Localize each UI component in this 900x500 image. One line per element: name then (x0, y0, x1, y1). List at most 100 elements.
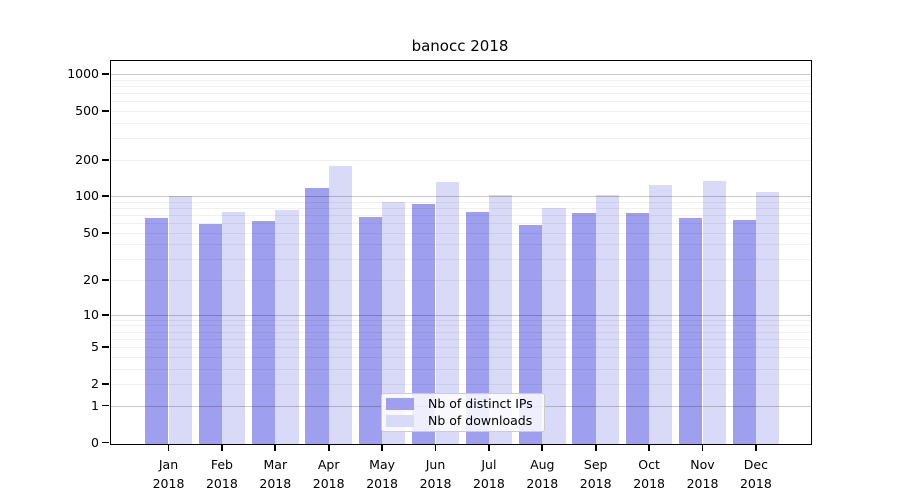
y-gridline-9 (111, 319, 811, 321)
y-tick-1 (102, 404, 109, 407)
bar-dec-downloads (755, 191, 780, 444)
y-gridline-8 (111, 325, 811, 327)
bar-aug-distinct-ips (518, 225, 543, 444)
y-tick-label-5: 5 (91, 338, 99, 354)
x-tick-jan (167, 444, 170, 451)
y-gridline-3 (111, 368, 811, 370)
y-tick-label-0: 0 (91, 434, 99, 450)
bar-mar-distinct-ips (251, 220, 276, 444)
legend-item-downloads: Nb of downloads (386, 414, 540, 428)
y-tick-0 (102, 441, 109, 444)
x-tick-label-aug: Aug 2018 (526, 457, 559, 491)
x-tick-label-oct: Oct 2018 (633, 457, 665, 491)
y-gridline-200 (111, 159, 811, 161)
y-gridline-50 (111, 232, 811, 234)
x-tick-sep (594, 444, 597, 451)
y-gridline-4 (111, 356, 811, 358)
y-tick-20 (102, 279, 109, 282)
bar-sep-distinct-ips (572, 212, 596, 444)
y-gridline-700 (111, 93, 811, 95)
x-tick-label-may: May 2018 (366, 457, 398, 491)
bar-may-downloads (382, 201, 406, 444)
bar-jul-downloads (488, 194, 513, 444)
y-gridline-900 (111, 79, 811, 81)
plot-area: 0 1 2 5 10 20 50 100 200 500 1000 Jan 2018 Feb 2018 M… (67, 60, 812, 491)
y-tick-200 (102, 158, 109, 161)
y-gridline-20 (111, 280, 811, 282)
y-gridline-7 (111, 331, 811, 333)
y-tick-label-10: 10 (83, 306, 99, 322)
y-gridline-70 (111, 215, 811, 217)
y-gridline-10 (111, 314, 811, 316)
bar-mar-downloads (275, 210, 299, 444)
bar-apr-downloads (328, 166, 353, 444)
y-gridline-40 (111, 244, 811, 246)
bar-nov-distinct-ips (679, 218, 703, 444)
y-tick-label-500: 500 (75, 102, 99, 118)
x-tick-label-jul: Jul 2018 (472, 457, 505, 491)
legend-label-downloads: Nb of downloads (428, 413, 533, 428)
y-tick-label-200: 200 (75, 151, 99, 167)
y-gridline-500 (111, 110, 811, 112)
x-tick-oct (648, 444, 650, 451)
bar-may-distinct-ips (358, 217, 383, 444)
y-tick-label-2: 2 (91, 375, 99, 391)
x-tick-label-jan: Jan 2018 (152, 457, 185, 491)
y-gridline-6 (111, 338, 811, 340)
y-gridline-600 (111, 101, 811, 103)
legend-item-distinct-ips: Nb of distinct IPs (386, 397, 540, 411)
y-gridline-80 (111, 208, 811, 210)
axis-layer: 0 1 2 5 10 20 50 100 200 500 1000 Jan 2018 Feb 2018 M… (67, 61, 811, 491)
x-tick-label-nov: Nov 2018 (686, 457, 719, 491)
bar-feb-distinct-ips (198, 224, 222, 444)
bar-oct-distinct-ips (625, 212, 650, 444)
bar-dec-distinct-ips (732, 219, 756, 444)
y-gridline-5 (111, 346, 811, 348)
x-tick-label-mar: Mar 2018 (259, 457, 292, 491)
x-tick-label-dec: Dec 2018 (739, 457, 772, 491)
legend-swatch-distinct-ips (386, 398, 414, 410)
y-tick-label-20: 20 (83, 272, 99, 288)
y-gridline-100 (111, 196, 811, 198)
y-gridline-300 (111, 138, 811, 140)
x-tick-may (381, 444, 383, 451)
bar-jan-distinct-ips (145, 218, 169, 444)
bar-apr-distinct-ips (305, 188, 329, 444)
y-gridline-400 (111, 122, 811, 124)
y-tick-50 (102, 231, 109, 234)
y-gridline-800 (111, 85, 811, 87)
bars-layer (111, 61, 811, 444)
x-tick-label-feb: Feb 2018 (205, 457, 238, 491)
y-tick-1000 (102, 73, 109, 75)
x-tick-label-jun: Jun 2018 (419, 457, 452, 491)
bar-aug-downloads (542, 208, 566, 444)
x-tick-label-apr: Apr 2018 (312, 457, 345, 491)
y-gridline-60 (111, 223, 811, 225)
x-tick-apr (327, 444, 330, 451)
y-gridline-1000 (111, 74, 811, 76)
x-tick-feb (221, 444, 223, 451)
y-tick-label-100: 100 (75, 188, 99, 204)
y-tick-label-1000: 1000 (67, 66, 99, 82)
grid-layer (111, 61, 811, 444)
y-tick-2 (102, 383, 109, 385)
bar-jun-distinct-ips (412, 203, 436, 444)
y-gridline-90 (111, 201, 811, 203)
x-tick-label-sep: Sep 2018 (579, 457, 612, 491)
y-tick-10 (102, 313, 109, 316)
bar-nov-downloads (702, 180, 726, 444)
y-tick-500 (102, 110, 109, 112)
legend-label-distinct-ips: Nb of distinct IPs (428, 396, 533, 411)
x-tick-aug (541, 444, 544, 451)
bar-jun-downloads (435, 182, 459, 444)
bar-feb-downloads (221, 212, 246, 444)
x-tick-jun (434, 444, 437, 451)
y-tick-label-50: 50 (83, 224, 99, 240)
x-tick-dec (755, 444, 757, 451)
y-gridline-2 (111, 383, 811, 385)
bar-jul-distinct-ips (465, 211, 489, 444)
legend: Nb of distinct IPs Nb of downloads (381, 393, 545, 432)
x-tick-nov (701, 444, 704, 451)
y-gridline-30 (111, 259, 811, 261)
